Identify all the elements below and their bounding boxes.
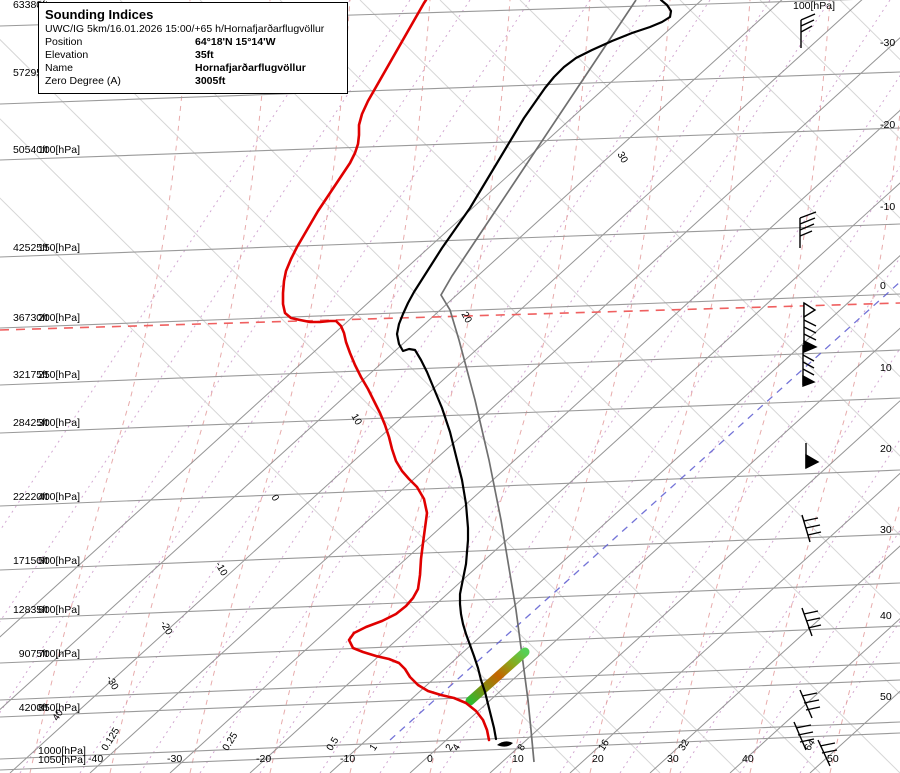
temperature-curve [281,0,491,742]
wind-barb [802,345,816,387]
info-row-position: Position 64°18'N 15°14'W [45,36,341,49]
hodograph-segment [465,647,530,706]
info-row-zero-degree: Zero Degree (A) 3005ft [45,75,341,88]
panel-subtitle: UWC/IG 5km/16.01.2026 15:00/+65 h/Hornaf… [45,23,325,35]
pressure-label: 1050[hPa] [38,754,86,766]
sounding-indices-panel: Sounding Indices UWC/IG 5km/16.01.2026 1… [38,2,348,94]
pressure-label: 850[hPa] [38,702,81,714]
altitude-label: 4200ft [18,702,48,714]
altitude-label: 17150ft [12,555,48,567]
altitude-label: 63380ft [12,0,48,11]
bottom-temperature-label: 10 [512,753,524,765]
right-temperature-label: 50 [880,691,892,703]
moist-adiabat-lines [29,0,900,773]
altitude-label: 12835ft [12,604,48,616]
bottom-temperature-label: 30 [667,753,679,765]
right-temperature-label: 20 [880,443,892,455]
bottom-temperature-label: 50 [827,753,839,765]
wind-barb [801,607,822,637]
wind-barb [800,13,816,48]
dewpoint-curve [395,0,673,741]
wind-barb [801,514,822,543]
altitude-label: 9075ft [18,648,48,660]
wind-barb [799,211,817,248]
right-temperature-label: 40 [880,610,892,622]
info-row-elevation: Elevation 35ft [45,49,341,62]
info-value: 35ft [195,49,214,61]
altitude-label: 28425ft [12,417,48,429]
panel-title: Sounding Indices [45,7,154,22]
info-key: Elevation [45,49,89,61]
pressure-label: 700[hPa] [38,648,81,660]
bottom-temperature-label: -10 [340,753,356,765]
bottom-temperature-label: -30 [167,753,183,765]
info-row-name: Name Hornafjarðarflugvöllur [45,62,341,75]
wind-barb [817,739,838,767]
info-key: Zero Degree (A) [45,75,121,87]
info-key: Position [45,36,83,48]
wind-barb [805,443,820,470]
right-temperature-label: 10 [880,362,892,374]
pressure-label: 100[hPa] [38,144,81,156]
blue-dashed-line [389,281,900,741]
pressure-label-top-right: 100[hPa] [793,0,836,12]
altitude-label: 36730ft [12,312,48,324]
info-value: 64°18'N 15°14'W [195,36,276,48]
info-value: Hornafjarðarflugvöllur [195,62,306,74]
altitude-label: 50540ft [12,144,48,156]
right-temperature-label: -10 [880,201,896,213]
altitude-label: 42525ft [12,242,48,254]
right-temperature-label: 0 [880,280,886,292]
pressure-label: 400[hPa] [38,491,81,503]
bottom-temperature-label: -20 [256,753,272,765]
wind-barb-column [793,13,838,767]
bottom-temperature-label: -40 [88,753,104,765]
bottom-temperature-label: 40 [742,753,754,765]
info-key: Name [45,62,74,74]
pressure-label: 500[hPa] [38,555,81,567]
wind-marker [497,741,513,747]
freezing-level-line [0,302,900,331]
pressure-label: 300[hPa] [38,417,81,429]
wind-barb [799,689,821,719]
altitude-label: 22220ft [12,491,48,503]
pressure-label: 1000[hPa] [38,745,86,757]
right-temperature-label: 30 [880,524,892,536]
pressure-label: 600[hPa] [38,604,81,616]
right-temperature-label: -30 [880,37,896,49]
right-temperature-label: -20 [880,119,896,131]
bottom-temperature-label: 0 [427,753,433,765]
parcel-curve [440,0,637,763]
pressure-label: 200[hPa] [38,312,81,324]
bottom-temperature-label: 20 [592,753,604,765]
pressure-label: 150[hPa] [38,242,81,254]
wind-barb [793,721,815,751]
info-value: 3005ft [195,75,226,87]
wind-barb [803,301,818,354]
altitude-label: 32175ft [12,369,48,381]
pressure-label: 250[hPa] [38,369,81,381]
